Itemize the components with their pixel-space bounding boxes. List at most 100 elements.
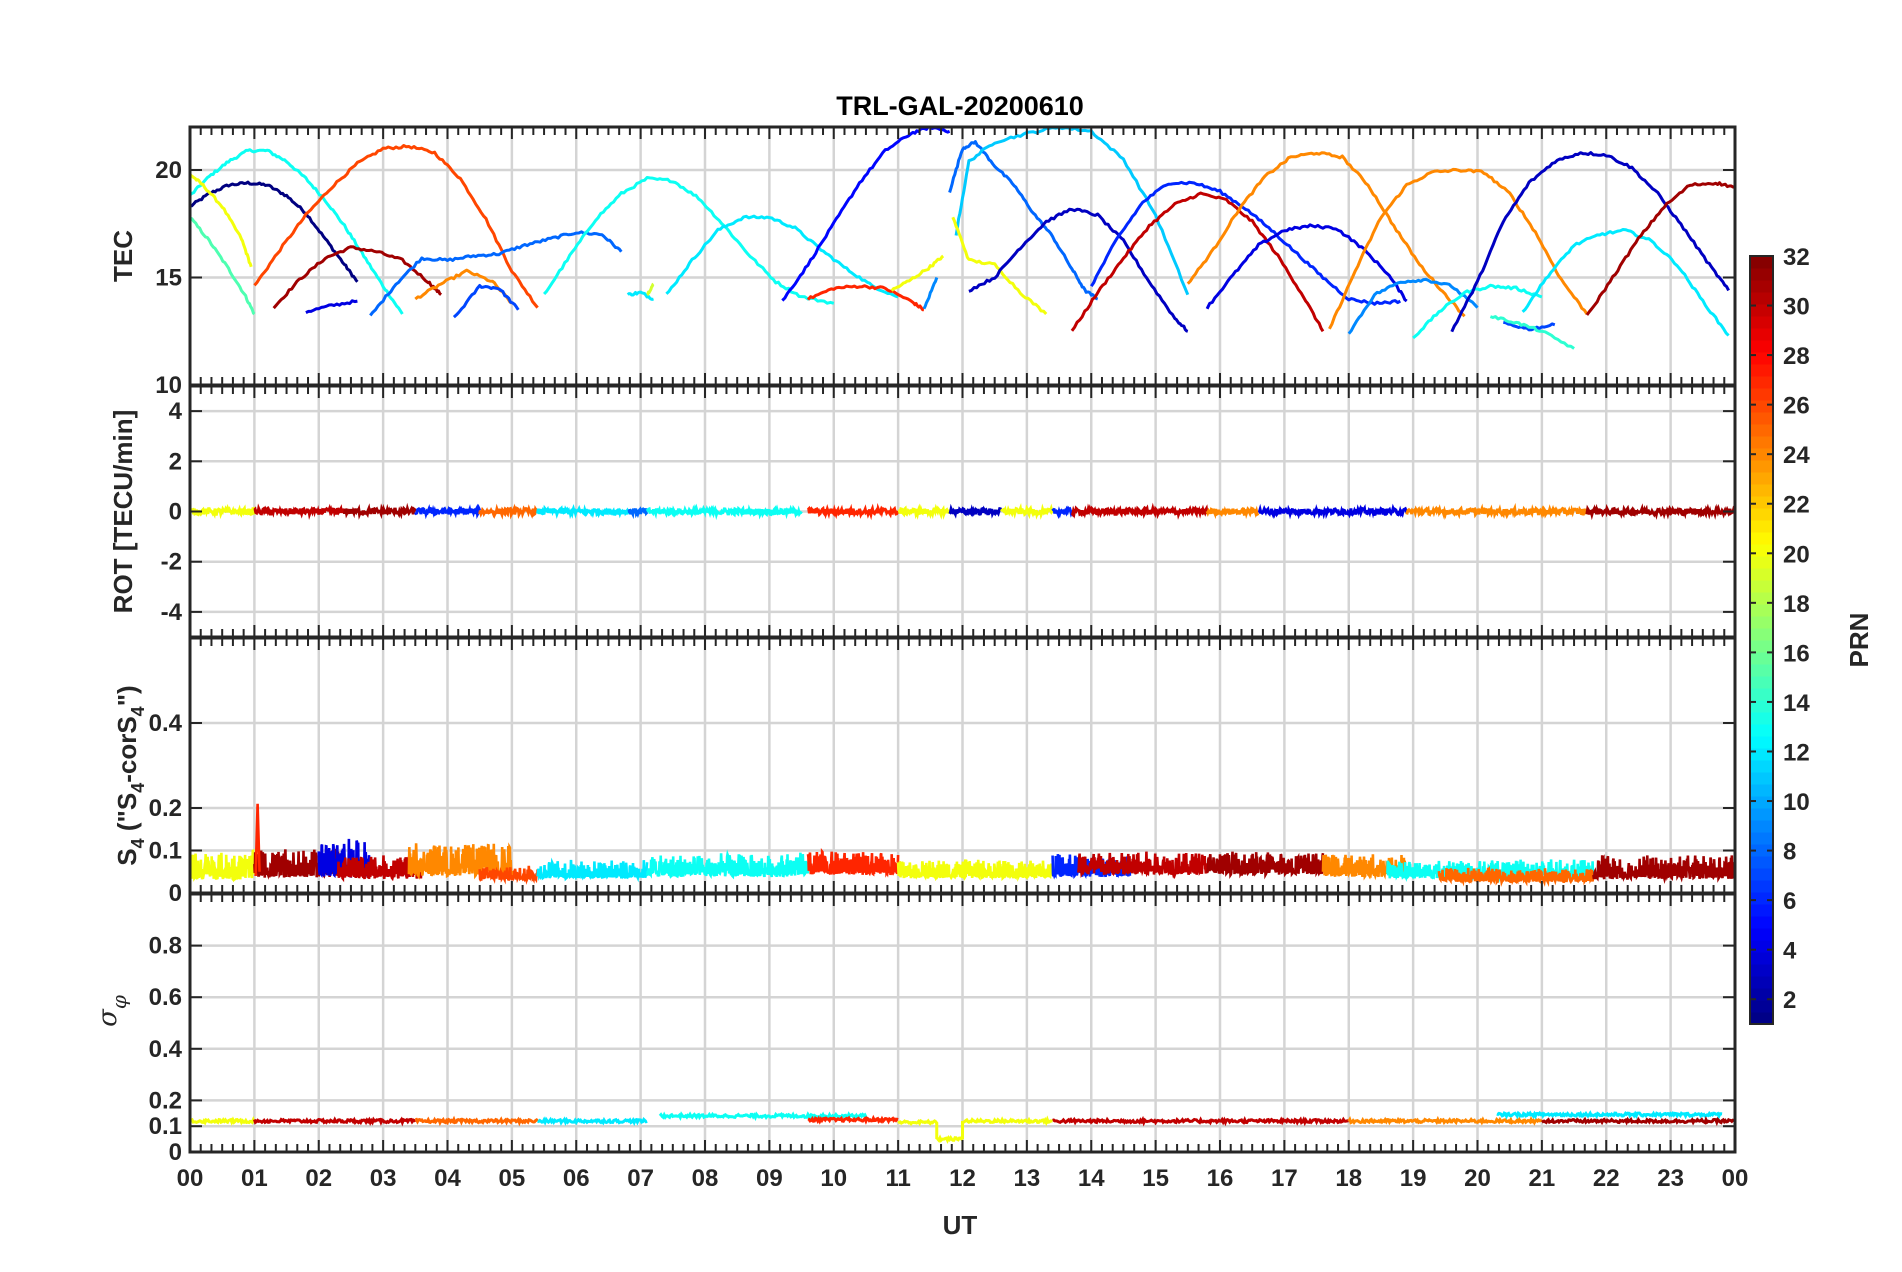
series-group: [190, 1110, 1735, 1144]
panel-frame: [188, 892, 1737, 1154]
rot-series-prn-24: [1405, 502, 1589, 520]
rot-series-prn-6: [414, 503, 482, 520]
tec-series-prn-9: [1347, 277, 1479, 335]
colorbar-band: [1750, 280, 1773, 293]
panel-rot: -4 -2 0 2 4 ROT [TECU/min]: [108, 384, 1737, 639]
tec-series-prn-8: [369, 230, 623, 317]
x-tick-label: 09: [756, 1165, 783, 1192]
tec-series-prn-4: [305, 299, 358, 314]
colorbar-band: [1750, 880, 1773, 893]
colorbar-band: [1750, 556, 1773, 569]
colorbar-band: [1750, 388, 1773, 401]
colorbar-tick-label: 4: [1783, 938, 1797, 965]
colorbar-band: [1750, 568, 1773, 581]
colorbar-band: [1750, 1000, 1773, 1013]
s4-series-prn-12: [536, 857, 649, 883]
sigma-series-prn-13: [658, 1111, 868, 1122]
y-tick-label: 0.4: [149, 710, 183, 737]
colorbar-band: [1750, 604, 1773, 617]
colorbar-tick-label: 18: [1783, 591, 1810, 618]
colorbar-band: [1750, 316, 1773, 329]
tec-series-prn-12: [665, 214, 899, 299]
colorbar-tick-label: 2: [1783, 987, 1796, 1014]
colorbar-band: [1750, 628, 1773, 641]
colorbar-band: [1750, 832, 1773, 845]
tec-series-prn-20: [190, 173, 253, 268]
colorbar-band: [1750, 712, 1773, 725]
colorbar-band: [1750, 328, 1773, 341]
tec-series-prn-24: [1328, 167, 1589, 330]
colorbar-band: [1750, 964, 1773, 977]
sigma-series-prn-20: [935, 1134, 964, 1144]
colorbar-tick-label: 10: [1783, 789, 1810, 816]
colorbar-tick-label: 22: [1783, 492, 1810, 519]
series-group: [190, 803, 1735, 888]
colorbar-band: [1750, 772, 1773, 785]
y-tick-label: 0.1: [149, 1113, 182, 1140]
x-tick-label: 17: [1271, 1165, 1298, 1192]
rot-series-prn-6: [1051, 505, 1074, 520]
s4-series-prn-13: [645, 849, 810, 880]
colorbar-band: [1750, 844, 1773, 857]
colorbar-band: [1750, 268, 1773, 281]
colorbar-band: [1750, 784, 1773, 797]
colorbar-band: [1750, 796, 1773, 809]
x-tick-label: 02: [305, 1165, 332, 1192]
x-tick-labels: 00 01 02 03 04 05 06 07 08 09 10 11 12 13 14 15 16 17 18 19…: [177, 1165, 1749, 1192]
s4-series-prn-30: [1077, 851, 1209, 880]
colorbar-band: [1750, 520, 1773, 533]
sigma-series-prn-12: [1496, 1110, 1723, 1120]
colorbar-band: [1750, 928, 1773, 941]
tec-series-prn-9: [922, 277, 939, 310]
sigma-series-prn-30: [1052, 1115, 1350, 1127]
colorbar-band: [1750, 340, 1773, 353]
rot-series-prn-24: [1205, 505, 1260, 520]
rot-series-prn-4: [1257, 503, 1408, 520]
rot-series-prn-27: [806, 502, 900, 521]
s4-series-prn-31: [1592, 854, 1735, 885]
sigma-series-prn-20: [190, 1116, 256, 1126]
y-tick-label: -2: [161, 549, 182, 576]
x-tick-label: 00: [177, 1165, 204, 1192]
x-tick-label: 06: [563, 1165, 590, 1192]
rot-series-prn-12: [536, 503, 630, 520]
colorbar-band: [1750, 256, 1773, 269]
x-tick-label: 03: [370, 1165, 397, 1192]
colorbar-band: [1750, 676, 1773, 689]
y-tick-label: 20: [155, 157, 182, 184]
tec-series-prn-20: [951, 216, 1048, 316]
tec-series-prn-24: [414, 268, 513, 305]
y-axis-label-sigma: σφ: [93, 995, 131, 1027]
y-tick-label: -4: [161, 599, 183, 626]
colorbar-band: [1750, 652, 1773, 665]
tec-series-prn-31: [272, 245, 443, 310]
x-tick-label: 07: [627, 1165, 654, 1192]
colorbar-band: [1750, 592, 1773, 605]
colorbar-tick-label: 24: [1783, 442, 1810, 469]
colorbar-tick-label: 30: [1783, 294, 1810, 321]
tec-series-prn-15: [190, 216, 256, 316]
tec-series-prn-24: [1186, 151, 1466, 318]
colorbar-band: [1750, 904, 1773, 917]
colorbar-band: [1750, 808, 1773, 821]
colorbar-band: [1750, 616, 1773, 629]
colorbar-band: [1750, 304, 1773, 317]
x-tick-label: 08: [692, 1165, 719, 1192]
x-tick-label: 13: [1014, 1165, 1041, 1192]
series-group: [190, 502, 1735, 521]
colorbar-band: [1750, 856, 1773, 869]
tec-series-prn-31: [1585, 181, 1735, 316]
x-tick-label: 12: [949, 1165, 976, 1192]
sigma-series-prn-20: [962, 1115, 1053, 1127]
s4-series-prn-25: [1437, 865, 1595, 888]
x-tick-label: 18: [1335, 1165, 1362, 1192]
y-tick-label: 0.4: [149, 1036, 183, 1063]
x-tick-label: 19: [1400, 1165, 1427, 1192]
colorbar-band: [1750, 760, 1773, 773]
colorbar-band: [1750, 496, 1773, 509]
y-tick-label: 0: [169, 1139, 182, 1166]
sigma-series-prn-24: [1347, 1115, 1543, 1126]
colorbar-band: [1750, 412, 1773, 425]
